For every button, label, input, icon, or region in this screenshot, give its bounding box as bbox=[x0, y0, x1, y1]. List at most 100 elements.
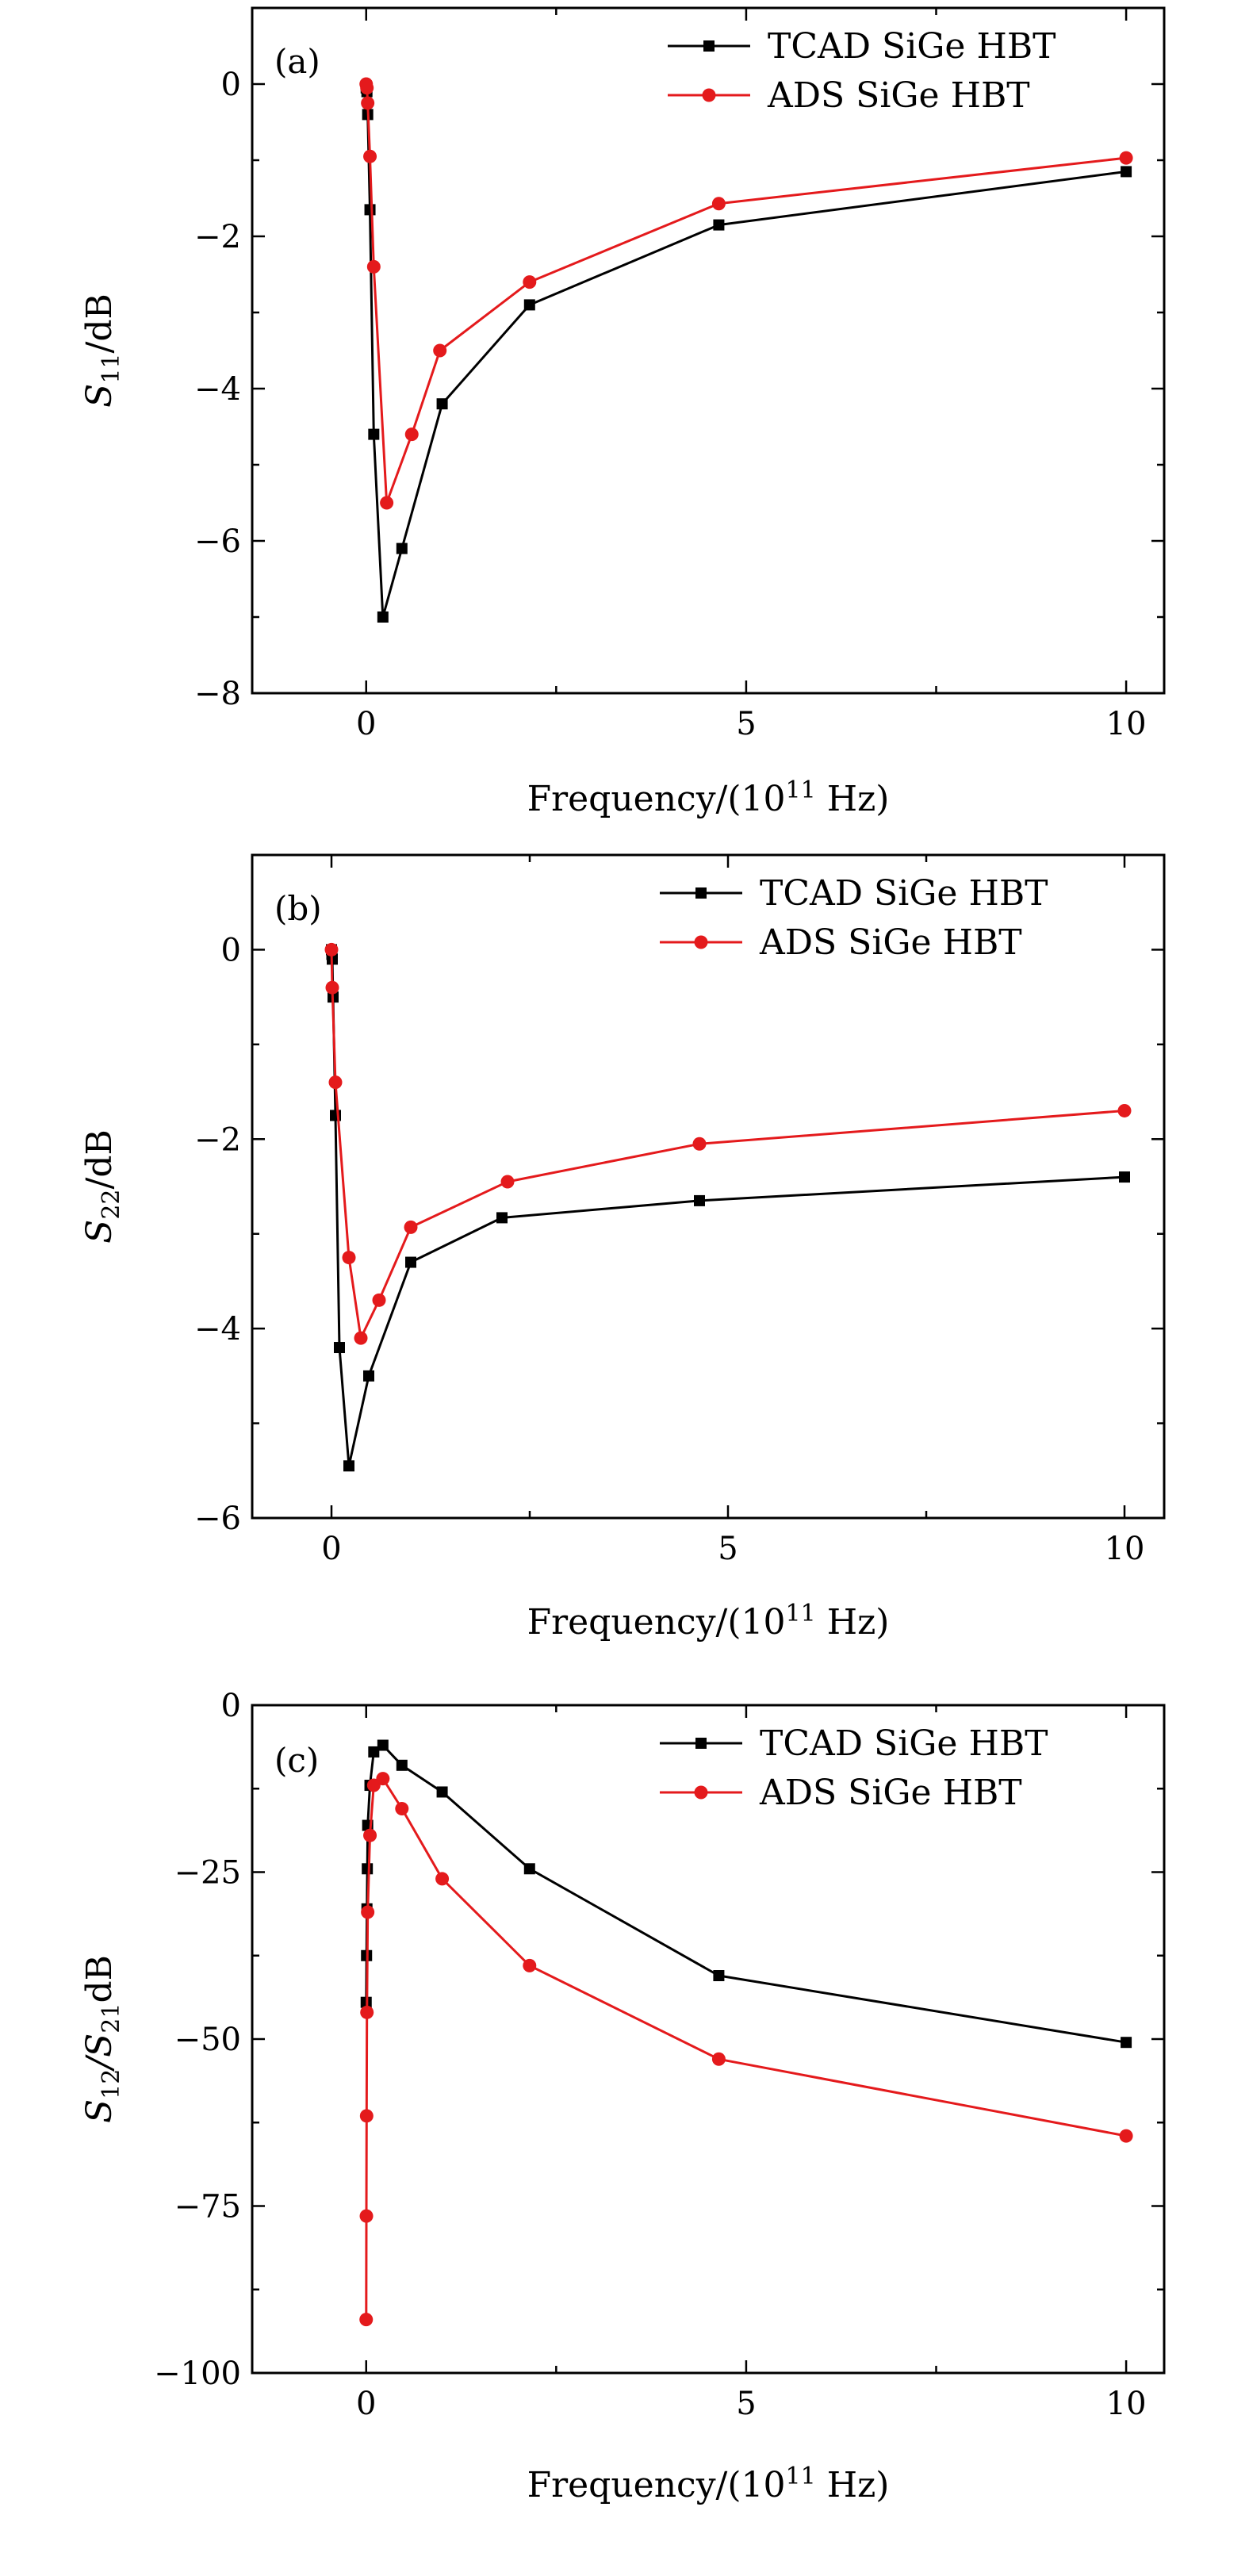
data-point-ads-sige-hbt bbox=[363, 150, 377, 163]
data-point-ads-sige-hbt bbox=[360, 2109, 374, 2122]
chart-panel-a: 0 5 10 0 −2 −4 −6 −8 (a) TCAD SiGe HBT ADS SiGe … bbox=[79, 8, 1164, 819]
data-point-tcad-sige-hbt bbox=[397, 1760, 408, 1771]
x-tick-label: 5 bbox=[736, 2386, 756, 2422]
data-point-tcad-sige-hbt bbox=[524, 1863, 535, 1874]
data-point-ads-sige-hbt bbox=[435, 1872, 449, 1885]
data-point-tcad-sige-hbt bbox=[377, 1740, 389, 1751]
data-point-ads-sige-hbt bbox=[361, 1906, 374, 1919]
x-tick-label: 0 bbox=[321, 1531, 341, 1567]
y-tick-label: −4 bbox=[194, 371, 241, 408]
tick-labels: 0 5 10 0 −2 −4 −6 −8 bbox=[194, 67, 1147, 742]
data-point-tcad-sige-hbt bbox=[1119, 1171, 1130, 1183]
data-point-ads-sige-hbt bbox=[367, 260, 381, 274]
data-point-tcad-sige-hbt bbox=[363, 1370, 374, 1382]
data-point-tcad-sige-hbt bbox=[343, 1460, 354, 1471]
legend-marker-tcad-sige-hbt bbox=[695, 1738, 707, 1749]
legend-marker-ads-sige-hbt bbox=[695, 936, 708, 949]
series-layer bbox=[325, 943, 1132, 1471]
data-point-ads-sige-hbt bbox=[405, 427, 419, 441]
tick-marks bbox=[252, 855, 1164, 1518]
data-point-tcad-sige-hbt bbox=[524, 299, 535, 310]
data-point-tcad-sige-hbt bbox=[377, 611, 389, 623]
series-line-ads-sige-hbt bbox=[331, 949, 1124, 1338]
data-point-tcad-sige-hbt bbox=[713, 1970, 724, 1981]
data-point-tcad-sige-hbt bbox=[496, 1212, 508, 1223]
data-point-ads-sige-hbt bbox=[360, 2210, 374, 2223]
y-axis-label: S22/dB bbox=[79, 1129, 125, 1244]
legend-marker-tcad-sige-hbt bbox=[695, 887, 707, 899]
data-point-ads-sige-hbt bbox=[343, 1251, 356, 1264]
data-point-ads-sige-hbt bbox=[326, 981, 339, 995]
data-point-ads-sige-hbt bbox=[1118, 1104, 1132, 1117]
x-axis-label: Frequency/(1011 Hz) bbox=[527, 776, 890, 819]
data-point-ads-sige-hbt bbox=[1120, 151, 1133, 165]
data-point-ads-sige-hbt bbox=[373, 1294, 386, 1307]
data-point-ads-sige-hbt bbox=[380, 496, 393, 510]
y-tick-label: 0 bbox=[221, 932, 241, 968]
y-tick-label: −25 bbox=[174, 1855, 241, 1892]
legend: TCAD SiGe HBT ADS SiGe HBT bbox=[668, 26, 1056, 116]
data-point-ads-sige-hbt bbox=[361, 97, 374, 110]
x-tick-label: 10 bbox=[1106, 706, 1147, 742]
y-tick-label: −2 bbox=[194, 219, 241, 255]
data-point-ads-sige-hbt bbox=[329, 1075, 343, 1089]
legend-label-ads-sige-hbt: ADS SiGe HBT bbox=[767, 75, 1030, 116]
data-point-tcad-sige-hbt bbox=[397, 543, 408, 554]
series-layer bbox=[359, 1740, 1132, 2327]
legend: TCAD SiGe HBT ADS SiGe HBT bbox=[660, 1723, 1048, 1813]
data-point-tcad-sige-hbt bbox=[365, 204, 376, 215]
data-point-ads-sige-hbt bbox=[501, 1175, 515, 1189]
y-tick-label: −100 bbox=[154, 2356, 241, 2392]
x-tick-label: 5 bbox=[736, 706, 756, 742]
data-point-ads-sige-hbt bbox=[359, 2313, 373, 2326]
legend-marker-ads-sige-hbt bbox=[703, 89, 716, 102]
data-point-ads-sige-hbt bbox=[354, 1332, 368, 1345]
data-point-ads-sige-hbt bbox=[712, 197, 726, 210]
data-point-ads-sige-hbt bbox=[360, 81, 374, 94]
data-point-tcad-sige-hbt bbox=[368, 429, 379, 440]
data-point-ads-sige-hbt bbox=[363, 1829, 377, 1842]
y-axis-label: S11/dB bbox=[79, 293, 125, 408]
data-point-tcad-sige-hbt bbox=[1121, 166, 1132, 177]
series-line-ads-sige-hbt bbox=[366, 1779, 1126, 2320]
data-point-tcad-sige-hbt bbox=[1121, 2037, 1132, 2048]
legend-label-ads-sige-hbt: ADS SiGe HBT bbox=[759, 922, 1022, 963]
y-tick-label: −6 bbox=[194, 1501, 241, 1537]
x-axis-label: Frequency/(1011 Hz) bbox=[527, 2463, 890, 2505]
data-point-tcad-sige-hbt bbox=[437, 398, 448, 409]
panel-label: (c) bbox=[274, 1741, 319, 1780]
figure-canvas: 0 5 100−2−4−6−8 (a) TCAD SiGe HBTADS SiGe … bbox=[0, 0, 1249, 2576]
legend-marker-ads-sige-hbt bbox=[695, 1786, 708, 1800]
data-point-ads-sige-hbt bbox=[712, 2053, 726, 2066]
panel-label: (b) bbox=[274, 889, 322, 928]
data-point-tcad-sige-hbt bbox=[437, 1786, 448, 1797]
data-point-tcad-sige-hbt bbox=[405, 1257, 416, 1268]
y-tick-label: 0 bbox=[221, 67, 241, 103]
data-point-tcad-sige-hbt bbox=[694, 1195, 705, 1206]
x-tick-label: 5 bbox=[718, 1531, 738, 1567]
data-point-ads-sige-hbt bbox=[360, 2006, 374, 2019]
panel-label: (a) bbox=[274, 42, 320, 81]
data-point-ads-sige-hbt bbox=[693, 1137, 707, 1151]
legend: TCAD SiGe HBT ADS SiGe HBT bbox=[660, 873, 1048, 963]
y-tick-label: −75 bbox=[174, 2189, 241, 2225]
tick-marks bbox=[252, 1705, 1164, 2373]
data-point-ads-sige-hbt bbox=[404, 1221, 418, 1234]
y-tick-label: −50 bbox=[174, 2022, 241, 2058]
data-point-tcad-sige-hbt bbox=[334, 1342, 345, 1353]
y-tick-label: −4 bbox=[194, 1311, 241, 1347]
legend-marker-tcad-sige-hbt bbox=[703, 40, 715, 52]
data-point-tcad-sige-hbt bbox=[362, 1863, 373, 1874]
x-tick-label: 10 bbox=[1105, 1531, 1145, 1567]
data-point-ads-sige-hbt bbox=[1120, 2129, 1133, 2143]
series-line-tcad-sige-hbt bbox=[366, 88, 1126, 617]
y-tick-label: −8 bbox=[194, 676, 241, 712]
plot-area-frame bbox=[252, 1705, 1164, 2373]
legend-label-tcad-sige-hbt: TCAD SiGe HBT bbox=[760, 1723, 1048, 1764]
x-tick-label: 0 bbox=[356, 706, 376, 742]
y-axis-label: S12/S21dB bbox=[79, 1955, 125, 2123]
data-point-ads-sige-hbt bbox=[395, 1802, 408, 1815]
x-axis-label: Frequency/(1011 Hz) bbox=[527, 1600, 890, 1643]
data-point-tcad-sige-hbt bbox=[713, 220, 724, 231]
series-layer bbox=[359, 78, 1132, 623]
